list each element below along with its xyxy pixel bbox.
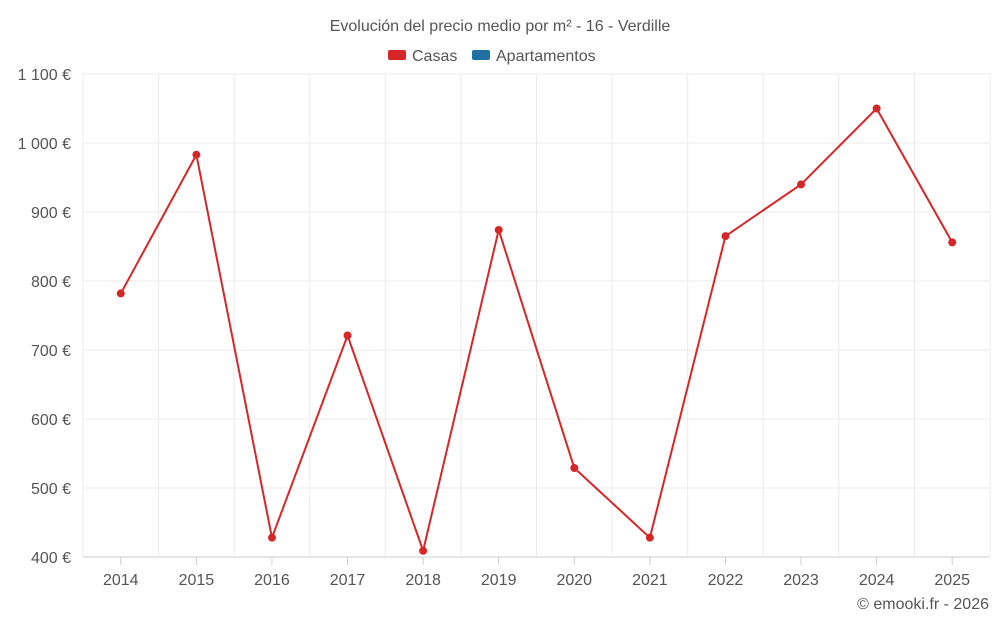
legend-swatch-apartamentos xyxy=(472,50,490,60)
data-point-casas[interactable] xyxy=(872,104,881,113)
gridlines xyxy=(82,73,991,558)
x-tick-label: 2014 xyxy=(103,572,139,589)
y-tick-label: 900 € xyxy=(31,205,71,222)
data-point-casas[interactable] xyxy=(721,232,730,241)
y-tick-label: 1 000 € xyxy=(18,136,71,153)
legend-label-casas: Casas xyxy=(412,48,457,65)
data-point-casas[interactable] xyxy=(797,180,806,189)
legend-item-apartamentos[interactable]: Apartamentos xyxy=(472,48,596,65)
legend-swatch-casas xyxy=(388,50,406,60)
x-tick-label: 2021 xyxy=(632,572,668,589)
legend: Casas Apartamentos xyxy=(388,48,596,65)
y-tick-label: 400 € xyxy=(31,550,71,567)
x-tick-label: 2024 xyxy=(859,572,895,589)
data-point-casas[interactable] xyxy=(343,331,352,340)
x-tick-label: 2016 xyxy=(254,572,290,589)
chart-title: Evolución del precio medio por m² - 16 -… xyxy=(330,18,671,35)
x-tick-label: 2017 xyxy=(330,572,366,589)
data-point-casas[interactable] xyxy=(948,238,957,247)
y-tick-label: 500 € xyxy=(31,481,71,498)
data-point-casas[interactable] xyxy=(267,533,276,542)
data-point-casas[interactable] xyxy=(494,225,503,234)
x-tick-label: 2015 xyxy=(179,572,215,589)
x-tick-label: 2018 xyxy=(405,572,441,589)
x-tick-label: 2019 xyxy=(481,572,517,589)
y-tick-label: 1 100 € xyxy=(18,67,71,84)
x-tick-label: 2020 xyxy=(556,572,592,589)
y-axis: 400 € 500 € 600 € 700 € 800 € 900 € 1 000 € 1 1… xyxy=(18,67,71,567)
data-point-casas[interactable] xyxy=(116,289,125,298)
x-tick-label: 2023 xyxy=(783,572,819,589)
data-point-casas[interactable] xyxy=(192,150,201,159)
legend-label-apartamentos: Apartamentos xyxy=(496,48,596,65)
data-point-casas[interactable] xyxy=(645,533,654,542)
y-tick-label: 700 € xyxy=(31,343,71,360)
data-point-casas[interactable] xyxy=(570,463,579,472)
x-axis: 2014 2015 2016 2017 2018 2019 2020 2021 2022 2023… xyxy=(103,557,970,589)
x-tick-label: 2022 xyxy=(708,572,744,589)
series-line-casas xyxy=(119,107,954,552)
legend-item-casas[interactable]: Casas xyxy=(388,48,457,65)
y-tick-label: 800 € xyxy=(31,274,71,291)
series-casas xyxy=(116,104,957,555)
x-tick-label: 2025 xyxy=(934,572,970,589)
y-tick-label: 600 € xyxy=(31,412,71,429)
data-point-casas[interactable] xyxy=(419,546,428,555)
credit-text: © emooki.fr - 2026 xyxy=(857,596,989,613)
